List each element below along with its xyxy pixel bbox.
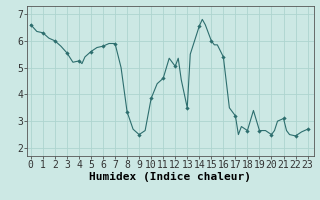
X-axis label: Humidex (Indice chaleur): Humidex (Indice chaleur) (89, 172, 252, 182)
